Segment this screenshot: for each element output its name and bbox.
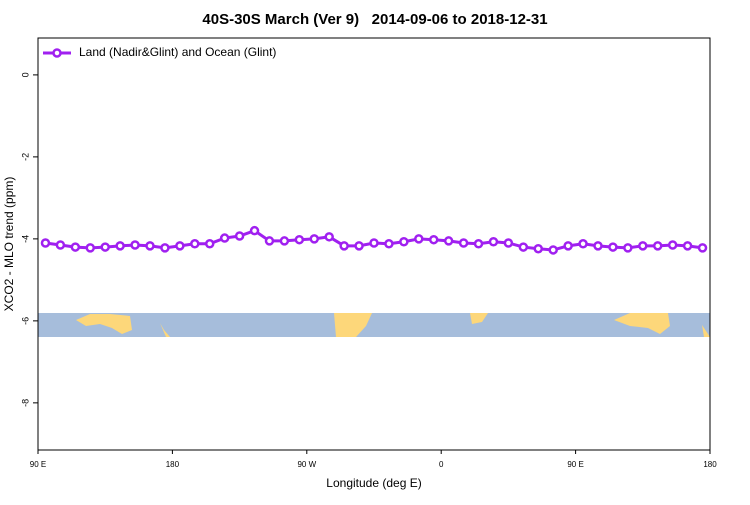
- data-point: [414, 234, 424, 244]
- data-point: [294, 234, 305, 245]
- data-point: [443, 236, 454, 246]
- data-point: [354, 241, 364, 251]
- map-strip: [38, 313, 710, 337]
- y-axis-label: XCO2 - MLO trend (ppm): [2, 177, 16, 312]
- data-point: [608, 242, 618, 252]
- chart-title: 40S-30S March (Ver 9) 2014-09-06 to 2018…: [202, 11, 547, 28]
- data-point: [682, 241, 693, 251]
- data-point: [563, 241, 573, 251]
- data-point: [697, 243, 708, 253]
- data-point: [503, 238, 514, 248]
- y-tick-label: -8: [20, 399, 30, 407]
- legend-label: Land (Nadir&Glint) and Ocean (Glint): [79, 45, 276, 59]
- data-point: [219, 233, 230, 243]
- y-tick-label: -2: [20, 153, 30, 161]
- x-axis-label: Longitude (deg E): [326, 476, 421, 490]
- data-point: [264, 236, 275, 246]
- data-point: [638, 241, 648, 251]
- data-point: [190, 239, 200, 249]
- data-point: [339, 241, 349, 251]
- legend-marker: [52, 48, 62, 58]
- data-point: [55, 240, 66, 250]
- y-tick-label: -6: [20, 317, 30, 325]
- data-point: [145, 241, 155, 251]
- data-point: [85, 243, 96, 253]
- data-point: [533, 243, 544, 254]
- data-point: [324, 232, 334, 242]
- data-point: [578, 239, 588, 249]
- data-point: [279, 236, 290, 246]
- x-tick-label: 90 W: [297, 460, 316, 469]
- data-point: [204, 239, 215, 249]
- x-tick-label: 180: [703, 460, 717, 469]
- data-point: [518, 242, 529, 252]
- data-point: [40, 238, 51, 248]
- x-tick-label: 0: [439, 460, 444, 469]
- data-point: [428, 234, 439, 245]
- data-point: [593, 241, 603, 251]
- data-point: [160, 243, 170, 253]
- data-point: [384, 239, 394, 249]
- plot-frame: [37, 37, 711, 451]
- data-point: [623, 243, 633, 253]
- data-point: [309, 234, 320, 244]
- data-point: [548, 245, 558, 255]
- data-point: [175, 241, 185, 251]
- data-point: [249, 225, 260, 236]
- x-tick-label: 90 E: [30, 460, 46, 469]
- data-point: [115, 241, 125, 251]
- y-tick-label: -4: [20, 235, 30, 243]
- data-point: [70, 242, 81, 252]
- y-tick-label: 0: [20, 72, 30, 77]
- data-point: [369, 238, 379, 248]
- data-point: [652, 241, 663, 251]
- x-tick-label: 90 E: [567, 460, 583, 469]
- data-point: [130, 240, 140, 250]
- data-point: [100, 242, 110, 252]
- data-point: [458, 238, 469, 248]
- data-point: [667, 240, 678, 250]
- data-point: [473, 239, 484, 249]
- data-point: [488, 236, 499, 247]
- x-tick-label: 180: [166, 460, 180, 469]
- data-point: [399, 236, 409, 247]
- data-point: [234, 231, 245, 241]
